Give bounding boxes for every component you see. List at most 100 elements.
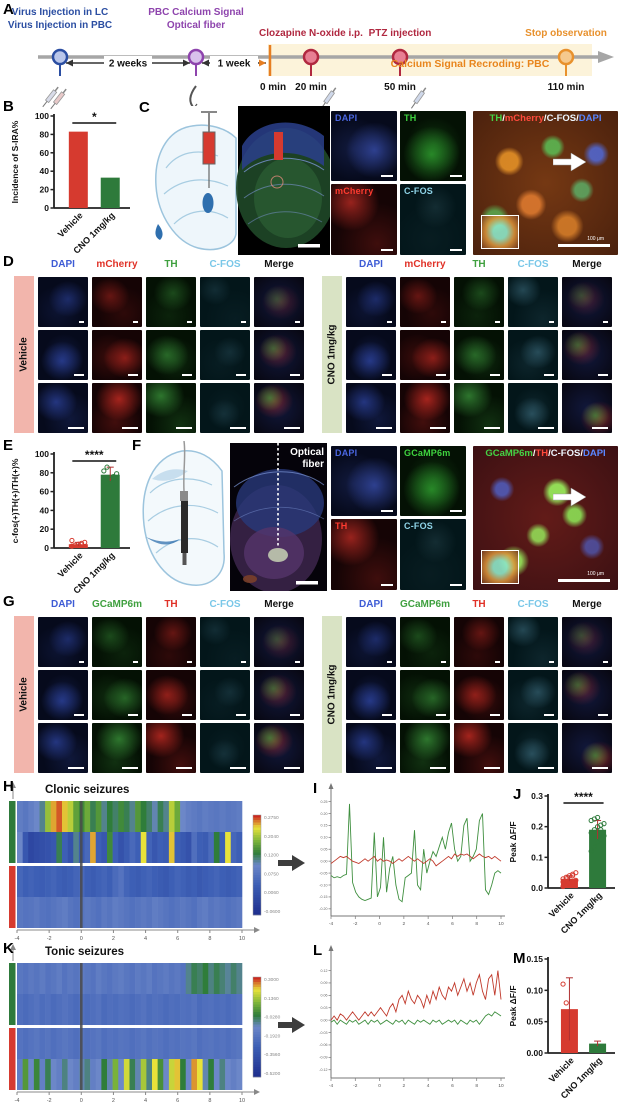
colorbar-segment bbox=[253, 905, 261, 908]
micrograph-mCherry bbox=[400, 330, 450, 380]
heatmap-cell bbox=[236, 897, 243, 928]
recording-band bbox=[268, 44, 592, 76]
scale-bar bbox=[450, 584, 462, 586]
heatmap-cell bbox=[101, 963, 108, 994]
colorbar-segment bbox=[253, 1014, 261, 1018]
heatmap-cell bbox=[84, 897, 91, 928]
heatmap-cell bbox=[22, 897, 29, 928]
optical-fiber-label: Optical fiber bbox=[290, 447, 324, 470]
x-tick-label: 6 bbox=[451, 1083, 454, 1089]
heatmap-cell bbox=[225, 866, 232, 897]
scale-bar bbox=[490, 714, 500, 716]
heatmap-cell bbox=[152, 1028, 158, 1059]
colorbar-segment bbox=[253, 902, 261, 906]
category-label: Vehicle bbox=[56, 550, 85, 579]
scale-bar bbox=[79, 321, 84, 323]
y-tick-label: 100 bbox=[35, 449, 49, 459]
heatmap-cell bbox=[45, 832, 52, 863]
scale-bar bbox=[592, 427, 608, 429]
heatmap-cell bbox=[22, 963, 29, 994]
colorbar-segment bbox=[253, 892, 261, 896]
scale-bar bbox=[436, 374, 446, 376]
scale-bar bbox=[381, 510, 393, 512]
heatmap-cell bbox=[152, 994, 158, 1025]
heatmap-cell bbox=[17, 1059, 23, 1090]
group-strip: Vehicle bbox=[14, 276, 34, 433]
heatmap-cell bbox=[168, 994, 175, 1025]
y-tick-label: 0.12 bbox=[321, 969, 328, 973]
colorbar-segment bbox=[253, 820, 261, 823]
y-tick-label: 0 bbox=[44, 543, 49, 553]
colorbar-segment bbox=[253, 842, 261, 846]
scale-bar bbox=[176, 427, 192, 429]
micrograph-TH bbox=[454, 277, 504, 327]
heatmap-cell bbox=[208, 832, 215, 863]
x-tick-label: 0 bbox=[378, 921, 381, 927]
heatmap-cell bbox=[67, 897, 74, 928]
colorbar-segment bbox=[253, 907, 261, 911]
significance-stars: **** bbox=[85, 448, 104, 462]
micrograph-C-FOS bbox=[508, 617, 558, 667]
scale-bar bbox=[387, 661, 392, 663]
heatmap-cell bbox=[174, 866, 181, 897]
colorbar-segment bbox=[253, 992, 261, 995]
heatmap-cell bbox=[56, 963, 63, 994]
heatmap-cell bbox=[50, 897, 57, 928]
injection-site-outline bbox=[270, 175, 284, 189]
pointer-arrow-icon bbox=[552, 152, 587, 172]
column-header-DAPI: DAPI bbox=[51, 259, 75, 270]
heatmap-cell bbox=[208, 963, 215, 994]
heatmap-cell bbox=[22, 1059, 29, 1090]
scale-bar bbox=[187, 321, 192, 323]
merge-title-segment: DAPI bbox=[578, 113, 602, 124]
heatmap-cell bbox=[208, 801, 215, 832]
data-point bbox=[560, 981, 566, 987]
virus-injection-label: Virus Injection in PBC bbox=[8, 20, 112, 31]
heatmap-cell bbox=[213, 832, 220, 863]
x-tick-label: -2 bbox=[353, 921, 358, 927]
rect bbox=[52, 91, 66, 106]
scale-bar bbox=[381, 249, 393, 251]
heatmap-cell bbox=[17, 963, 23, 994]
heatmap-cell bbox=[17, 832, 23, 863]
target-nucleus bbox=[202, 193, 214, 213]
line bbox=[410, 102, 416, 109]
timeline-arrowhead bbox=[598, 51, 614, 63]
heatmap-cell bbox=[230, 897, 237, 928]
data-point bbox=[69, 537, 75, 544]
heatmap-cell bbox=[129, 801, 136, 832]
line bbox=[62, 88, 67, 94]
heatmap-cell bbox=[33, 801, 40, 832]
colorbar-segment bbox=[253, 815, 261, 818]
heatmap-cell bbox=[95, 897, 102, 928]
heatmap-cell bbox=[62, 897, 68, 928]
heatmap-cell bbox=[219, 801, 226, 832]
micrograph-C-FOS bbox=[200, 383, 250, 433]
column-header-Merge: Merge bbox=[572, 259, 602, 270]
nucleus-shape bbox=[146, 537, 180, 545]
heatmap-cell bbox=[219, 832, 226, 863]
scale-bar bbox=[592, 767, 608, 769]
interval-arrow-right bbox=[183, 59, 190, 67]
merge-title-segment: mCherry bbox=[504, 113, 544, 124]
colorbar-segment bbox=[253, 817, 261, 821]
colorbar-segment bbox=[253, 1017, 261, 1020]
heatmap-cell bbox=[101, 801, 108, 832]
heatmap-cell bbox=[50, 866, 57, 897]
y-axis-arrow bbox=[328, 945, 334, 951]
scale-bar bbox=[230, 767, 246, 769]
y-tick-label: -0.15 bbox=[319, 895, 327, 899]
heatmap-cell bbox=[28, 1028, 35, 1059]
line bbox=[42, 100, 48, 108]
data-point bbox=[601, 821, 607, 827]
x-tick-label: 0 bbox=[80, 1098, 83, 1103]
colorbar-label: 0.2040 bbox=[264, 834, 279, 840]
heatmap-H: Clonic seizures -4 -2 0 2 4 6 8 10 0.2750 0.2040 0.… bbox=[9, 782, 281, 941]
optical-fiber-implant-label: PBC Calcium Signal bbox=[148, 7, 244, 18]
micrograph-DAPI bbox=[38, 617, 88, 667]
x-tick-label: -4 bbox=[329, 921, 334, 927]
heatmap-cell bbox=[107, 994, 113, 1025]
heatmap-cell bbox=[146, 897, 153, 928]
heatmap-cell bbox=[180, 866, 187, 897]
